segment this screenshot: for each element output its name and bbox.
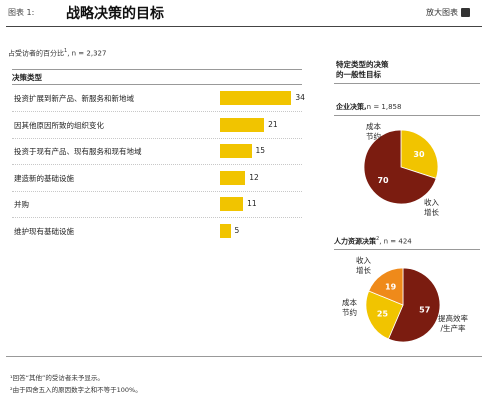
enlarge-chart-button[interactable]: 放大图表 bbox=[426, 7, 470, 18]
bar bbox=[220, 117, 265, 132]
header-rule bbox=[6, 26, 482, 27]
bar-value-label: 21 bbox=[268, 119, 278, 129]
pie-slice bbox=[363, 129, 437, 205]
corporate-pie-heading: 企业决策,n = 1,858 bbox=[336, 102, 401, 112]
hr-n: , n = 424 bbox=[379, 237, 412, 246]
pie-value-label: 57 bbox=[419, 305, 430, 314]
hr-heading-sup: 2 bbox=[376, 236, 380, 242]
hr-pie: 57 25 19 bbox=[365, 267, 441, 343]
side-rule bbox=[334, 83, 480, 84]
pie-slice bbox=[365, 290, 404, 340]
exhibit-label: 图表 1: bbox=[8, 8, 35, 17]
corporate-rule bbox=[334, 115, 480, 116]
bar bbox=[220, 170, 246, 185]
hr-pie-heading: 人力资源决策2, n = 424 bbox=[334, 236, 412, 246]
bar bbox=[220, 223, 231, 238]
corporate-n: n = 1,858 bbox=[366, 103, 402, 111]
subtitle-sup: 1 bbox=[64, 48, 68, 54]
bar-value-label: 12 bbox=[249, 172, 259, 182]
bar bbox=[220, 144, 252, 158]
bar-value-label: 11 bbox=[247, 199, 257, 208]
bar-header-rule bbox=[12, 84, 302, 85]
decision-type-header: 决策类型 bbox=[12, 73, 42, 82]
bar-label: 因其他原因所致的组织变化 bbox=[14, 120, 104, 130]
bar-top-rule bbox=[12, 69, 302, 70]
respondents-subtitle: 占受访者的百分比1, n = 2,327 bbox=[8, 48, 106, 58]
bar-label: 投资于现有产品、现有服务和现有地域 bbox=[14, 147, 142, 156]
bar-value-label: 15 bbox=[255, 146, 266, 155]
row-divider bbox=[12, 137, 302, 139]
footnote-2: ²由于四舍五入的原因数字之和不等于100%。 bbox=[10, 386, 142, 394]
bar-value-label: 5 bbox=[234, 225, 240, 235]
pie1-label-revenue: 收入 增长 bbox=[424, 198, 439, 217]
row-divider bbox=[12, 190, 302, 192]
pie-value-label: 30 bbox=[413, 150, 425, 159]
pie-slice bbox=[387, 267, 441, 343]
bar bbox=[220, 197, 244, 211]
hr-rule bbox=[334, 249, 480, 250]
bar-value-label: 34 bbox=[295, 93, 305, 102]
bar-label: 并购 bbox=[14, 200, 29, 209]
corporate-heading-text: 企业决策, bbox=[336, 103, 367, 111]
bar-label: 建造新的基础设施 bbox=[14, 173, 74, 183]
pie-slice bbox=[400, 129, 439, 179]
subtitle-prefix: 占受访者的百分比 bbox=[8, 49, 64, 58]
pie-value-label: 25 bbox=[377, 309, 389, 318]
row-divider bbox=[12, 111, 302, 112]
pie2-label-cost: 成本 节约 bbox=[342, 298, 357, 317]
pie1-label-cost: 成本 节约 bbox=[366, 122, 381, 141]
enlarge-label: 放大图表 bbox=[426, 8, 458, 17]
pie-value-label: 70 bbox=[377, 176, 389, 185]
footer-rule bbox=[6, 356, 482, 357]
side-panel-heading: 特定类型的决策 的一般性目标 bbox=[336, 60, 389, 79]
enlarge-icon bbox=[461, 8, 470, 17]
page-title: 战略决策的目标 bbox=[66, 6, 164, 22]
bar-label: 投资扩展到新产品、新服务和新地域 bbox=[14, 94, 134, 103]
pie-value-label: 19 bbox=[385, 283, 397, 292]
bar bbox=[220, 91, 292, 105]
row-divider bbox=[12, 164, 302, 165]
hr-heading-text: 人力资源决策 bbox=[334, 237, 376, 246]
subtitle-n: , n = 2,327 bbox=[67, 49, 107, 58]
bar-label: 维护现有基础设施 bbox=[14, 226, 74, 236]
corporate-pie: 30 70 bbox=[363, 129, 439, 205]
footnote-1: ¹回答“其他”的受访者未予显示。 bbox=[10, 374, 104, 382]
pie2-label-revenue: 收入 增长 bbox=[356, 256, 371, 275]
row-divider bbox=[12, 217, 302, 218]
pie-slice bbox=[368, 267, 404, 306]
pie2-label-efficiency: 提高效率 /生产率 bbox=[438, 314, 468, 333]
